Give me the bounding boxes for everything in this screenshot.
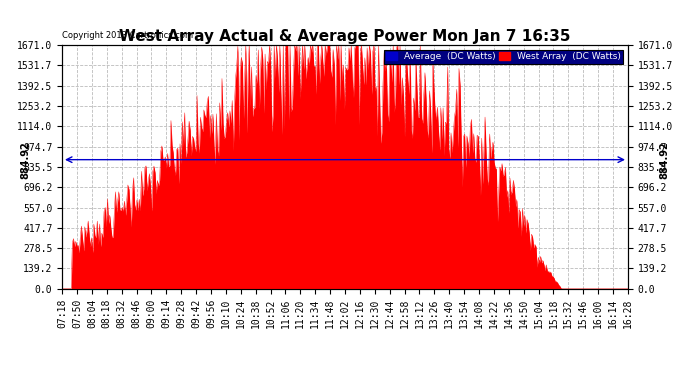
Title: West Array Actual & Average Power Mon Jan 7 16:35: West Array Actual & Average Power Mon Ja…: [119, 29, 571, 44]
Text: Copyright 2013 Cartronics.com: Copyright 2013 Cartronics.com: [62, 31, 193, 40]
Legend: Average  (DC Watts), West Array  (DC Watts): Average (DC Watts), West Array (DC Watts…: [384, 50, 623, 64]
Text: 884.92: 884.92: [20, 141, 30, 178]
Text: 884.92: 884.92: [660, 141, 670, 178]
